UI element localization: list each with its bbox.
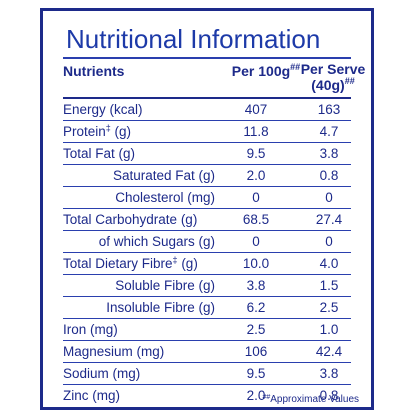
per-serve-value: 0.8 xyxy=(319,388,339,403)
nutrient-name-unit: (g) xyxy=(177,256,198,271)
table-row: Sodium (mg) 9.5 3.8 xyxy=(63,363,351,385)
header-per-100g: Per 100g## xyxy=(221,62,311,80)
footnote: ##Approximate Values xyxy=(193,394,359,406)
per-serve-value: 1.5 xyxy=(319,278,339,293)
table-row: Cholesterol (mg) 0 0 xyxy=(63,187,351,209)
header-per-serve-line2: (40g) xyxy=(311,77,345,93)
nutrient-name: Magnesium (mg) xyxy=(63,344,165,359)
per-serve-value: 27.4 xyxy=(315,212,343,227)
table-row: Total Carbohydrate (g) 68.5 27.4 xyxy=(63,209,351,231)
per-serve-value: 3.8 xyxy=(319,366,339,381)
per-100g-value: 9.5 xyxy=(246,146,266,161)
per-100g-value: 106 xyxy=(244,344,268,359)
nutrient-name-text: Protein xyxy=(63,124,106,139)
table-row: Magnesium (mg) 106 42.4 xyxy=(63,341,351,363)
header-per-serve-mark: ## xyxy=(344,76,355,86)
nutrient-name: Insoluble Fibre (g) xyxy=(106,300,215,315)
nutrient-name: Cholesterol (mg) xyxy=(115,190,215,205)
per-100g-value: 6.2 xyxy=(246,300,266,315)
table-row: Energy (kcal) 407 163 xyxy=(63,99,351,121)
nutrient-name: Total Carbohydrate (g) xyxy=(63,212,198,227)
nutrient-name: Saturated Fat (g) xyxy=(112,168,215,183)
header-per-serve: Per Serve (40g)## xyxy=(297,61,369,93)
nutrient-name: Protein‡ (g) xyxy=(63,121,131,142)
nutrient-name-mark: ‡ xyxy=(105,123,111,133)
per-serve-value: 3.8 xyxy=(319,146,339,161)
per-100g-value: 407 xyxy=(244,102,268,117)
nutrient-name-unit: (g) xyxy=(110,124,132,139)
per-serve-value: 163 xyxy=(317,102,341,117)
table-row: of which Sugars (g) 0 0 xyxy=(63,231,351,253)
per-100g-value: 9.5 xyxy=(246,366,266,381)
table-row: Total Fat (g) 9.5 3.8 xyxy=(63,143,351,165)
per-serve-value: 42.4 xyxy=(315,344,343,359)
nutrient-name: Sodium (mg) xyxy=(63,366,141,381)
header-nutrients: Nutrients xyxy=(63,63,125,79)
header-divider xyxy=(63,97,351,99)
header-per-100g-label: Per 100g xyxy=(231,63,291,79)
nutrient-name-text: Total Dietary Fibre xyxy=(63,256,173,271)
per-serve-value: 0 xyxy=(325,190,333,205)
header-per-100g-mark: ## xyxy=(290,62,301,72)
per-100g-value: 3.8 xyxy=(246,278,266,293)
table-row: Iron (mg) 2.5 1.0 xyxy=(63,319,351,341)
nutrient-rows: Energy (kcal) 407 163 Protein‡ (g) 11.8 4.7 … xyxy=(63,99,351,406)
nutrient-name: Soluble Fibre (g) xyxy=(115,278,215,293)
per-100g-value: 11.8 xyxy=(243,124,269,139)
table-row: Soluble Fibre (g) 3.8 1.5 xyxy=(63,275,351,297)
nutrient-name: Zinc (mg) xyxy=(63,388,120,403)
per-serve-value: 1.0 xyxy=(319,322,339,337)
table-row: Zinc (mg) 2.0 0.8 xyxy=(63,385,351,406)
nutrition-panel: Nutritional Information Nutrients Per 10… xyxy=(40,8,374,410)
nutrient-name: Total Fat (g) xyxy=(63,146,136,161)
title-divider xyxy=(63,57,351,59)
per-100g-value: 2.0 xyxy=(246,388,266,403)
per-serve-value: 0.8 xyxy=(319,168,339,183)
page-title: Nutritional Information xyxy=(66,24,321,54)
per-100g-value: 0 xyxy=(252,190,260,205)
table-row: Protein‡ (g) 11.8 4.7 xyxy=(63,121,351,143)
per-100g-value: 2.0 xyxy=(246,168,266,183)
header-per-serve-line1: Per Serve xyxy=(300,61,366,77)
table-row: Saturated Fat (g) 2.0 0.8 xyxy=(63,165,351,187)
footnote-mark: ## xyxy=(262,394,271,401)
per-serve-value: 2.5 xyxy=(319,300,339,315)
per-serve-value: 0 xyxy=(325,234,333,249)
nutrient-name: of which Sugars (g) xyxy=(98,234,215,249)
nutrient-name: Energy (kcal) xyxy=(63,102,143,117)
table-row: Total Dietary Fibre‡ (g) 10.0 4.0 xyxy=(63,253,351,275)
per-serve-value: 4.0 xyxy=(319,256,339,271)
nutrient-name: Iron (mg) xyxy=(63,322,118,337)
footnote-text: Approximate Values xyxy=(270,394,359,405)
per-serve-value: 4.7 xyxy=(319,124,339,139)
per-100g-value: 68.5 xyxy=(242,212,270,227)
table-row: Insoluble Fibre (g) 6.2 2.5 xyxy=(63,297,351,319)
per-100g-value: 0 xyxy=(252,234,260,249)
per-100g-value: 2.5 xyxy=(246,322,266,337)
nutrient-name-mark: ‡ xyxy=(172,255,178,265)
per-100g-value: 10.0 xyxy=(242,256,270,271)
nutrient-name: Total Dietary Fibre‡ (g) xyxy=(63,253,198,274)
